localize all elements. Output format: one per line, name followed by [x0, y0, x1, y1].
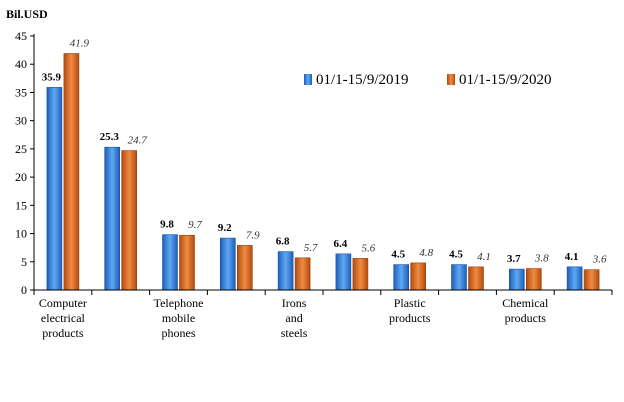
value-labels-group: 35.9 25.3 9.8 9.2 6.8 6.4 4.5 4.5 3.7 4.1 41.9 24.7… — [42, 37, 607, 265]
bar-series-1 — [277, 251, 294, 291]
y-tick-label: 0 — [21, 283, 27, 297]
y-tick-label: 20 — [15, 170, 27, 184]
category-label: Chemical — [502, 296, 549, 310]
bar-series-1 — [220, 237, 236, 291]
category-label: steels — [281, 326, 308, 340]
value-label-series-2: 41.9 — [70, 37, 90, 49]
category-label: electrical — [41, 311, 86, 325]
y-tick-label: 5 — [21, 255, 27, 269]
value-label-series-1: 4.5 — [391, 249, 405, 261]
bars-group — [46, 53, 600, 291]
bar-series-2 — [525, 268, 542, 291]
y-tick-label: 35 — [15, 85, 27, 99]
bar-series-2 — [468, 266, 484, 291]
category-label: phones — [162, 326, 196, 340]
value-label-series-1: 4.5 — [449, 249, 463, 261]
category-label: products — [389, 311, 431, 325]
value-label-series-1: 9.8 — [160, 219, 174, 231]
bar-series-1 — [451, 264, 467, 291]
bar-series-1 — [508, 268, 525, 291]
bar-series-2 — [63, 53, 80, 291]
value-label-series-2: 3.6 — [592, 254, 607, 266]
value-label-series-1: 6.8 — [276, 236, 290, 248]
value-label-series-1: 9.2 — [218, 222, 232, 234]
axes-group — [33, 34, 613, 295]
value-label-series-2: 5.7 — [304, 242, 318, 254]
category-label: products — [42, 326, 84, 340]
value-label-series-2: 5.6 — [362, 242, 376, 254]
category-label: Computer — [39, 296, 87, 310]
value-label-series-2: 4.1 — [477, 251, 491, 263]
y-axis-ticks: 0 5 10 15 20 25 30 35 40 45 — [15, 29, 34, 297]
legend: 01/1-15/9/2019 01/1-15/9/2020 — [304, 72, 552, 88]
y-tick-label: 15 — [15, 198, 27, 212]
bar-series-1 — [335, 253, 352, 291]
y-tick-label: 30 — [15, 114, 27, 128]
bar-series-2 — [294, 257, 311, 291]
y-tick-label: 10 — [15, 227, 27, 241]
bar-series-2 — [121, 150, 137, 291]
bar-series-2 — [410, 262, 427, 291]
y-tick-label: 45 — [15, 29, 27, 43]
category-label: Irons — [282, 296, 307, 310]
value-label-series-2: 3.8 — [534, 253, 549, 265]
value-label-series-2: 9.7 — [188, 219, 202, 231]
value-label-series-1: 35.9 — [42, 71, 62, 83]
value-label-series-1: 3.7 — [507, 253, 521, 265]
bar-series-1 — [162, 234, 178, 291]
bar-series-1 — [393, 264, 410, 291]
bar-series-2 — [179, 234, 195, 291]
legend-swatch-series-2 — [447, 74, 455, 85]
y-tick-label: 25 — [15, 142, 27, 156]
legend-label-series-2: 01/1-15/9/2020 — [459, 72, 552, 88]
bar-series-2 — [583, 269, 600, 291]
category-labels-group: ComputerelectricalproductsTelephonemobil… — [39, 296, 549, 340]
value-label-series-2: 7.9 — [246, 229, 260, 241]
value-label-series-1: 25.3 — [100, 131, 120, 143]
category-label: mobile — [162, 311, 195, 325]
value-label-series-1: 4.1 — [565, 251, 579, 263]
legend-swatch-series-1 — [304, 74, 312, 85]
bar-series-2 — [352, 258, 369, 291]
category-label: products — [505, 311, 547, 325]
category-label: and — [285, 311, 302, 325]
bar-series-1 — [104, 146, 120, 291]
value-label-series-2: 24.7 — [128, 135, 148, 147]
bar-series-2 — [237, 245, 253, 291]
y-tick-label: 40 — [15, 57, 27, 71]
legend-label-series-1: 01/1-15/9/2019 — [316, 72, 409, 88]
category-label: Telephone — [154, 296, 204, 310]
y-unit-label: Bil.USD — [6, 7, 48, 21]
value-label-series-2: 4.8 — [419, 247, 433, 259]
bar-series-1 — [566, 266, 583, 291]
category-label: Plastic — [394, 296, 426, 310]
bar-series-1 — [46, 87, 63, 291]
value-label-series-1: 6.4 — [334, 238, 348, 250]
